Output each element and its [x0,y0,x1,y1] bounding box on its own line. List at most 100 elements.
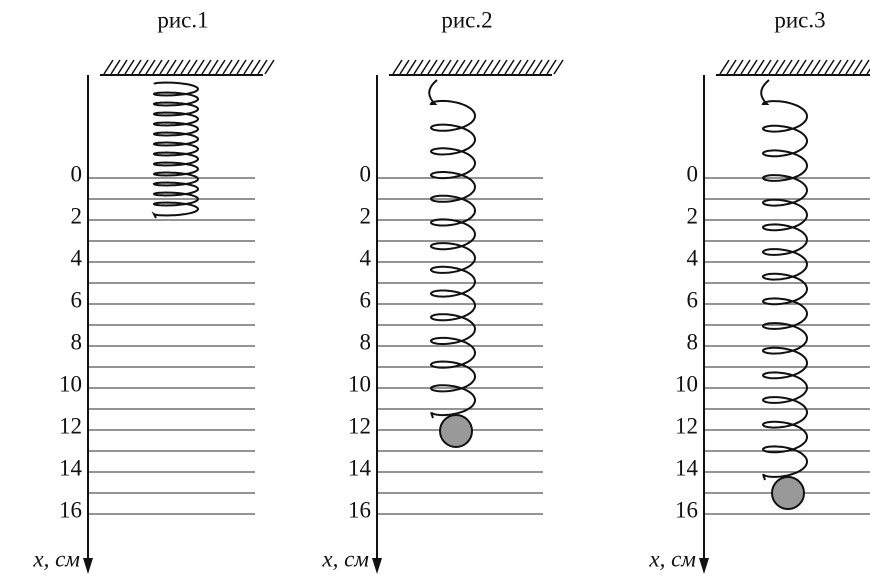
tick-label: 2 [71,203,83,228]
ball [771,476,805,510]
hatch [532,59,543,75]
hatch [427,59,438,75]
hatch [768,59,779,75]
hatch [539,59,550,75]
tick-label: 4 [71,245,83,270]
tick-label: 12 [348,413,371,438]
hatch [803,59,814,75]
hatch [761,59,772,75]
hatch [838,59,849,75]
spring [151,81,200,219]
hatch [441,59,452,75]
tick-label: 0 [687,161,699,186]
hatch [413,59,424,75]
hatch [859,59,870,75]
hatch [201,59,212,75]
tick-label: 14 [675,455,699,480]
hatch [173,59,184,75]
hatch [852,59,863,75]
tick-label: 8 [71,329,83,354]
spring [760,79,809,481]
panel-title: рис.1 [157,7,208,32]
tick-label: 8 [360,329,372,354]
tick-label: 0 [71,161,83,186]
hatch [462,59,473,75]
tick-label: 16 [348,497,371,522]
hatch [810,59,821,75]
hatch [208,59,219,75]
axis-label: x, см [32,546,80,571]
hatch [399,59,410,75]
axis-arrow [372,558,382,574]
hatch [406,59,417,75]
hatch [775,59,786,75]
tick-label: 6 [71,287,83,312]
hatch [553,59,564,75]
hatch [518,59,529,75]
tick-label: 12 [59,413,82,438]
hatch [243,59,254,75]
hatch [215,59,226,75]
tick-label: 6 [360,287,372,312]
tick-label: 12 [675,413,698,438]
axis-label: x, см [321,546,369,571]
hatch [117,59,128,75]
panel-title: рис.2 [441,7,492,32]
hatch [733,59,744,75]
hatch [490,59,501,75]
hatch [131,59,142,75]
hatch [782,59,793,75]
tick-label: 14 [348,455,372,480]
tick-label: 16 [59,497,82,522]
panel-title: рис.3 [774,7,825,32]
hatch [166,59,177,75]
hatch [455,59,466,75]
hatch [448,59,459,75]
hatch [159,59,170,75]
hatch [817,59,828,75]
hatch [110,59,121,75]
hatch [789,59,800,75]
hatch [236,59,247,75]
hatch [145,59,156,75]
hatch [152,59,163,75]
hatch [229,59,240,75]
axis-label: x, см [648,546,696,571]
hatch [434,59,445,75]
hatch [796,59,807,75]
tick-label: 6 [687,287,699,312]
spring [428,79,477,419]
axis-arrow [699,558,709,574]
ball [439,414,473,448]
hatch [250,59,261,75]
hatch [420,59,431,75]
hatch [103,59,114,75]
hatch [483,59,494,75]
tick-label: 2 [360,203,372,228]
hatch [497,59,508,75]
hatch [469,59,480,75]
tick-label: 16 [675,497,698,522]
tick-label: 10 [348,371,371,396]
hatch [194,59,205,75]
hatch [511,59,522,75]
hatch [392,59,403,75]
hatch [257,59,268,75]
hatch [546,59,557,75]
tick-label: 2 [687,203,699,228]
hatch [222,59,233,75]
tick-label: 10 [675,371,698,396]
hatch [719,59,730,75]
hatch [754,59,765,75]
hatch [740,59,751,75]
hatch [726,59,737,75]
hatch [138,59,149,75]
hatch [845,59,856,75]
tick-label: 10 [59,371,82,396]
tick-label: 8 [687,329,699,354]
axis-arrow [83,558,93,574]
hatch [831,59,842,75]
hatch [264,59,275,75]
hatch [187,59,198,75]
